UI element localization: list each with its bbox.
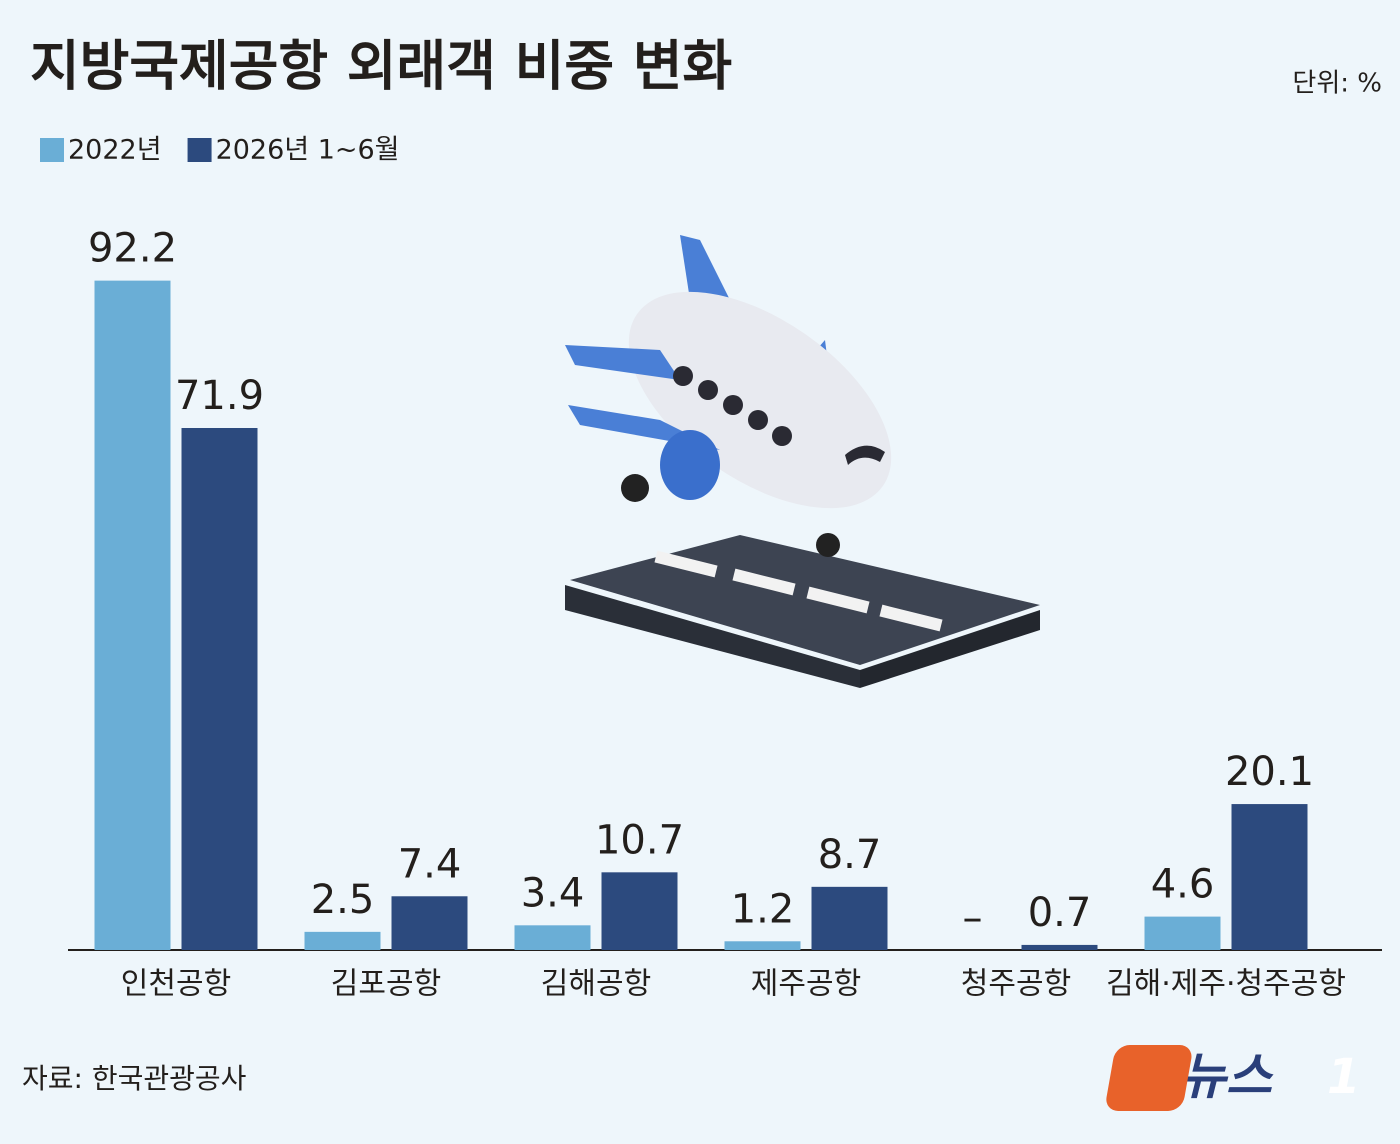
legend: 2022년 2026년 1~6월 [40,135,400,166]
bar [724,941,801,950]
value-label: 4.6 [1151,862,1215,908]
value-label: 71.9 [175,373,264,419]
legend-swatch [187,138,212,162]
value-label: 3.4 [521,870,585,916]
x-tick-label: 제주공항 [751,967,861,1002]
x-tick-label: 청주공항 [961,967,1071,1002]
chart-title: 지방국제공항 외래객 비중 변화 [30,35,732,98]
bar [1021,944,1098,950]
x-tick-label: 김해·제주·청주공항 [1106,967,1346,1002]
x-tick-label: 김포공항 [331,967,441,1002]
bar [181,428,258,951]
value-label: 0.7 [1028,890,1092,936]
logo-mark: 1 [1327,1049,1360,1105]
value-label: 7.4 [398,841,462,887]
value-label: 20.1 [1225,749,1314,795]
value-label: 2.5 [311,877,375,923]
value-label: 1.2 [731,886,795,932]
value-label: 8.7 [818,832,882,878]
bar [391,896,468,950]
illustration [565,235,1040,688]
bar [94,280,171,950]
bar [514,925,591,950]
source: 자료: 한국관광공사 [22,1062,246,1095]
logo: 뉴스 1 [1106,1045,1360,1111]
bar [1144,916,1221,950]
logo-badge [1106,1045,1192,1111]
bar [811,886,888,950]
x-tick-label: 인천공항 [121,967,231,1002]
legend-label: 2022년 [68,135,162,166]
unit-label: 단위: % [1292,69,1382,99]
logo-text: 뉴스 [1180,1048,1274,1106]
value-label: – [963,895,983,941]
x-tick-label: 김해공항 [541,967,651,1002]
legend-swatch [40,138,64,162]
bar [1231,804,1308,950]
value-label: 92.2 [88,226,177,272]
bar [304,931,381,950]
bar [601,872,678,950]
legend-label: 2026년 1~6월 [216,135,400,166]
value-label: 10.7 [595,817,684,863]
